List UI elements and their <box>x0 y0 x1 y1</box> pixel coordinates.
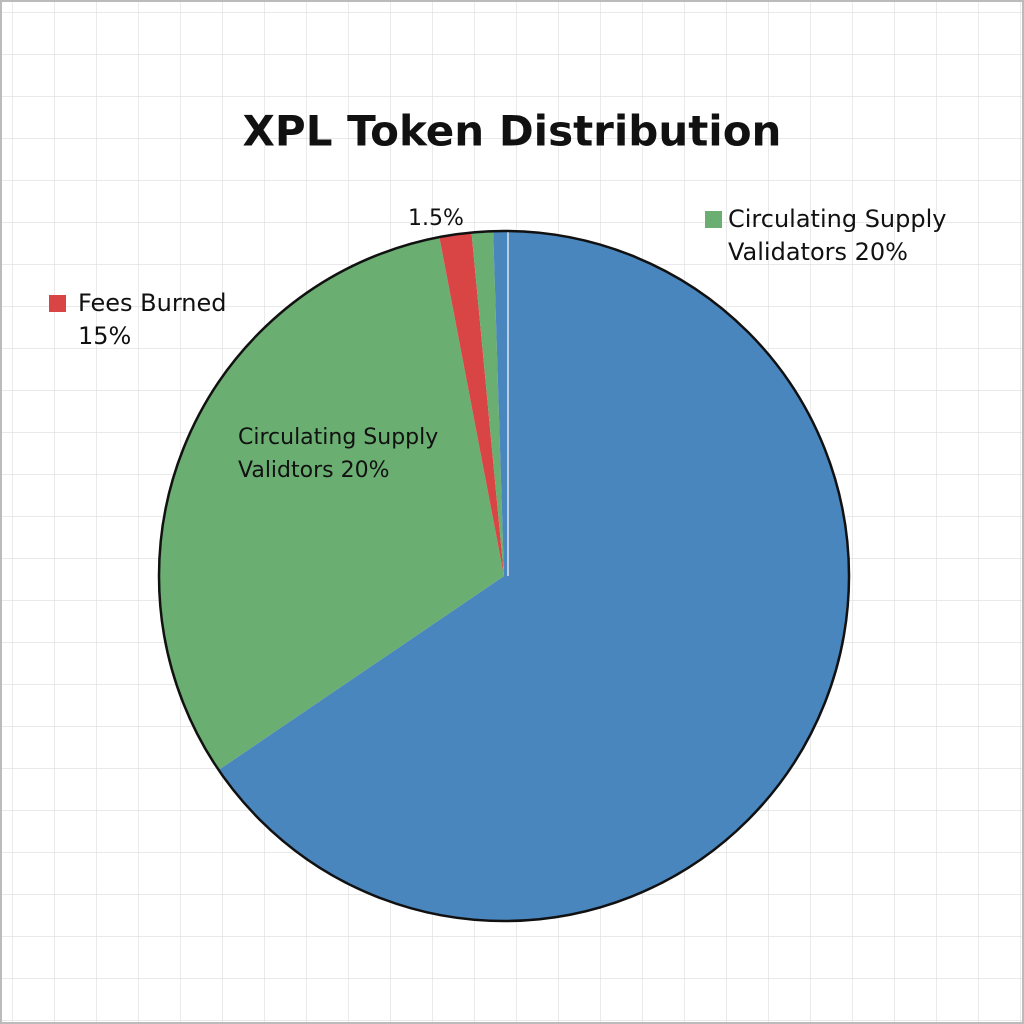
annotations: 1.5% Circulating Supply Validators 20% Fees… <box>49 205 946 483</box>
pie-outline <box>157 229 851 923</box>
pie-slice <box>439 232 504 576</box>
annotation-text: Circulating Supply <box>728 205 946 233</box>
legend-marker <box>705 211 722 228</box>
pie-slice <box>493 231 504 576</box>
legend-marker <box>49 295 66 312</box>
chart-title: XPL Token Distribution <box>243 107 782 156</box>
annotation-text: 1.5% <box>408 206 464 231</box>
pie-slice <box>158 237 505 770</box>
annotation-text: Fees Burned <box>78 289 227 317</box>
annotation-text: Validtors 20% <box>238 458 390 483</box>
annotation-text: 15% <box>78 322 131 350</box>
annotation-text: Circulating Supply <box>238 425 438 450</box>
pie-slice <box>471 231 504 577</box>
annotation-text: Validators 20% <box>728 238 908 266</box>
legend-marker <box>214 429 231 446</box>
pie <box>157 229 851 923</box>
pie-slice <box>218 231 849 921</box>
